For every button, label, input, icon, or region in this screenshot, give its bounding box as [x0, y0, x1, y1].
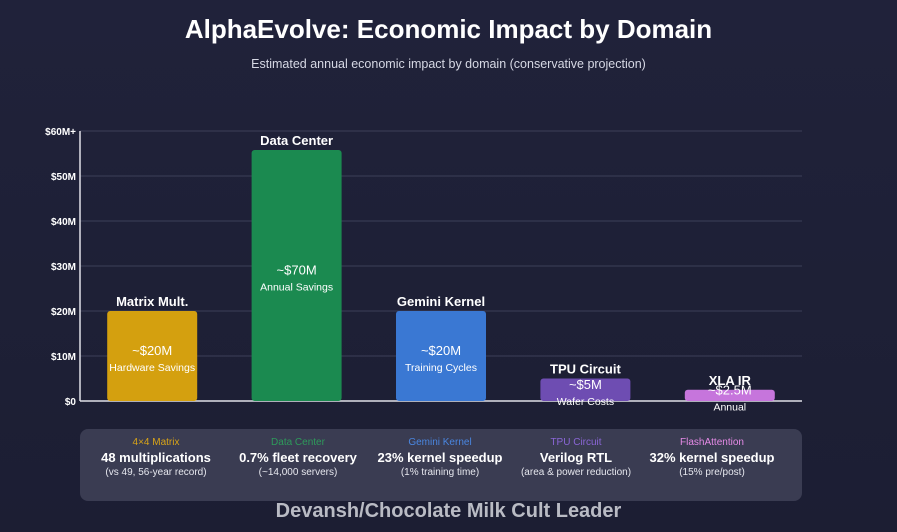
stat-tpu-main: Verilog RTL [539, 450, 613, 465]
bar-value-label: ~$70M [277, 263, 317, 278]
bar-sub-label: Hardware Savings [109, 362, 195, 374]
stat-tpu-label: TPU Circuit [550, 437, 602, 448]
stat-matrix-label: 4×4 Matrix [132, 437, 180, 448]
stat-data-center-sub: (~14,000 servers) [258, 467, 338, 478]
stat-gemini-label: Gemini Kernel [408, 437, 472, 448]
bar-category-label: Gemini Kernel [397, 294, 485, 309]
bar-value-label: ~$20M [421, 343, 461, 358]
chart-subtitle: Estimated annual economic impact by doma… [251, 57, 646, 71]
stat-matrix-main: 48 multiplications [101, 450, 211, 465]
stat-tpu-sub: (area & power reduction) [520, 467, 632, 478]
bar-sub-label: Annual [713, 401, 746, 413]
y-tick-label: $40M [51, 217, 76, 228]
stats-panel: 4×4 Matrix 48 multiplications (vs 49, 56… [80, 429, 802, 501]
bar-category-label: XLA IR [709, 373, 752, 388]
y-tick-label: $10M [51, 352, 76, 363]
bar [107, 311, 198, 401]
stat-gemini: Gemini Kernel 23% kernel speedup (1% tra… [368, 437, 512, 478]
stat-flashattention-sub: (15% pre/post) [679, 467, 745, 478]
bar-sub-label: Wafer Costs [557, 396, 614, 408]
stat-matrix-sub: (vs 49, 56-year record) [105, 467, 207, 478]
bar-value-label: ~$5M [569, 377, 602, 392]
footer-credit: Devansh/Chocolate Milk Cult Leader [275, 500, 622, 522]
y-tick-label: $0 [65, 397, 77, 408]
stat-flashattention-label: FlashAttention [680, 437, 744, 448]
stat-matrix: 4×4 Matrix 48 multiplications (vs 49, 56… [84, 437, 228, 478]
stat-gemini-sub: (1% training time) [400, 467, 480, 478]
bar-category-label: Matrix Mult. [116, 294, 188, 309]
bar [540, 378, 631, 401]
y-tick-label: $20M [51, 307, 76, 318]
bar [251, 150, 342, 401]
bar [684, 389, 775, 401]
stat-flashattention-main: 32% kernel speedup [649, 450, 775, 465]
bar-sub-label: Annual Savings [260, 282, 333, 294]
y-tick-label: $30M [51, 262, 76, 273]
bar-value-label: ~$2.5M [708, 382, 752, 397]
stat-data-center-label: Data Center [271, 437, 325, 448]
bar-chart: $0 $10M $20M $30M $40M $50M $60M+ Matrix Mult. ~… [45, 127, 802, 413]
stat-tpu: TPU Circuit Verilog RTL (area & power re… [504, 437, 648, 478]
bar-sub-label: Training Cycles [405, 362, 477, 374]
stat-data-center: Data Center 0.7% fleet recovery (~14,000… [226, 437, 370, 478]
stat-gemini-main: 23% kernel speedup [377, 450, 503, 465]
bar-category-label: Data Center [260, 133, 333, 148]
stat-data-center-main: 0.7% fleet recovery [239, 450, 357, 465]
bar [396, 311, 486, 401]
y-tick-label: $50M [51, 172, 76, 183]
bar-category-label: TPU Circuit [550, 362, 621, 377]
bar-value-label: ~$20M [132, 343, 172, 358]
stat-flashattention: FlashAttention 32% kernel speedup (15% p… [640, 437, 784, 478]
chart-title: AlphaEvolve: Economic Impact by Domain [184, 14, 713, 44]
y-tick-label: $60M+ [45, 127, 76, 138]
